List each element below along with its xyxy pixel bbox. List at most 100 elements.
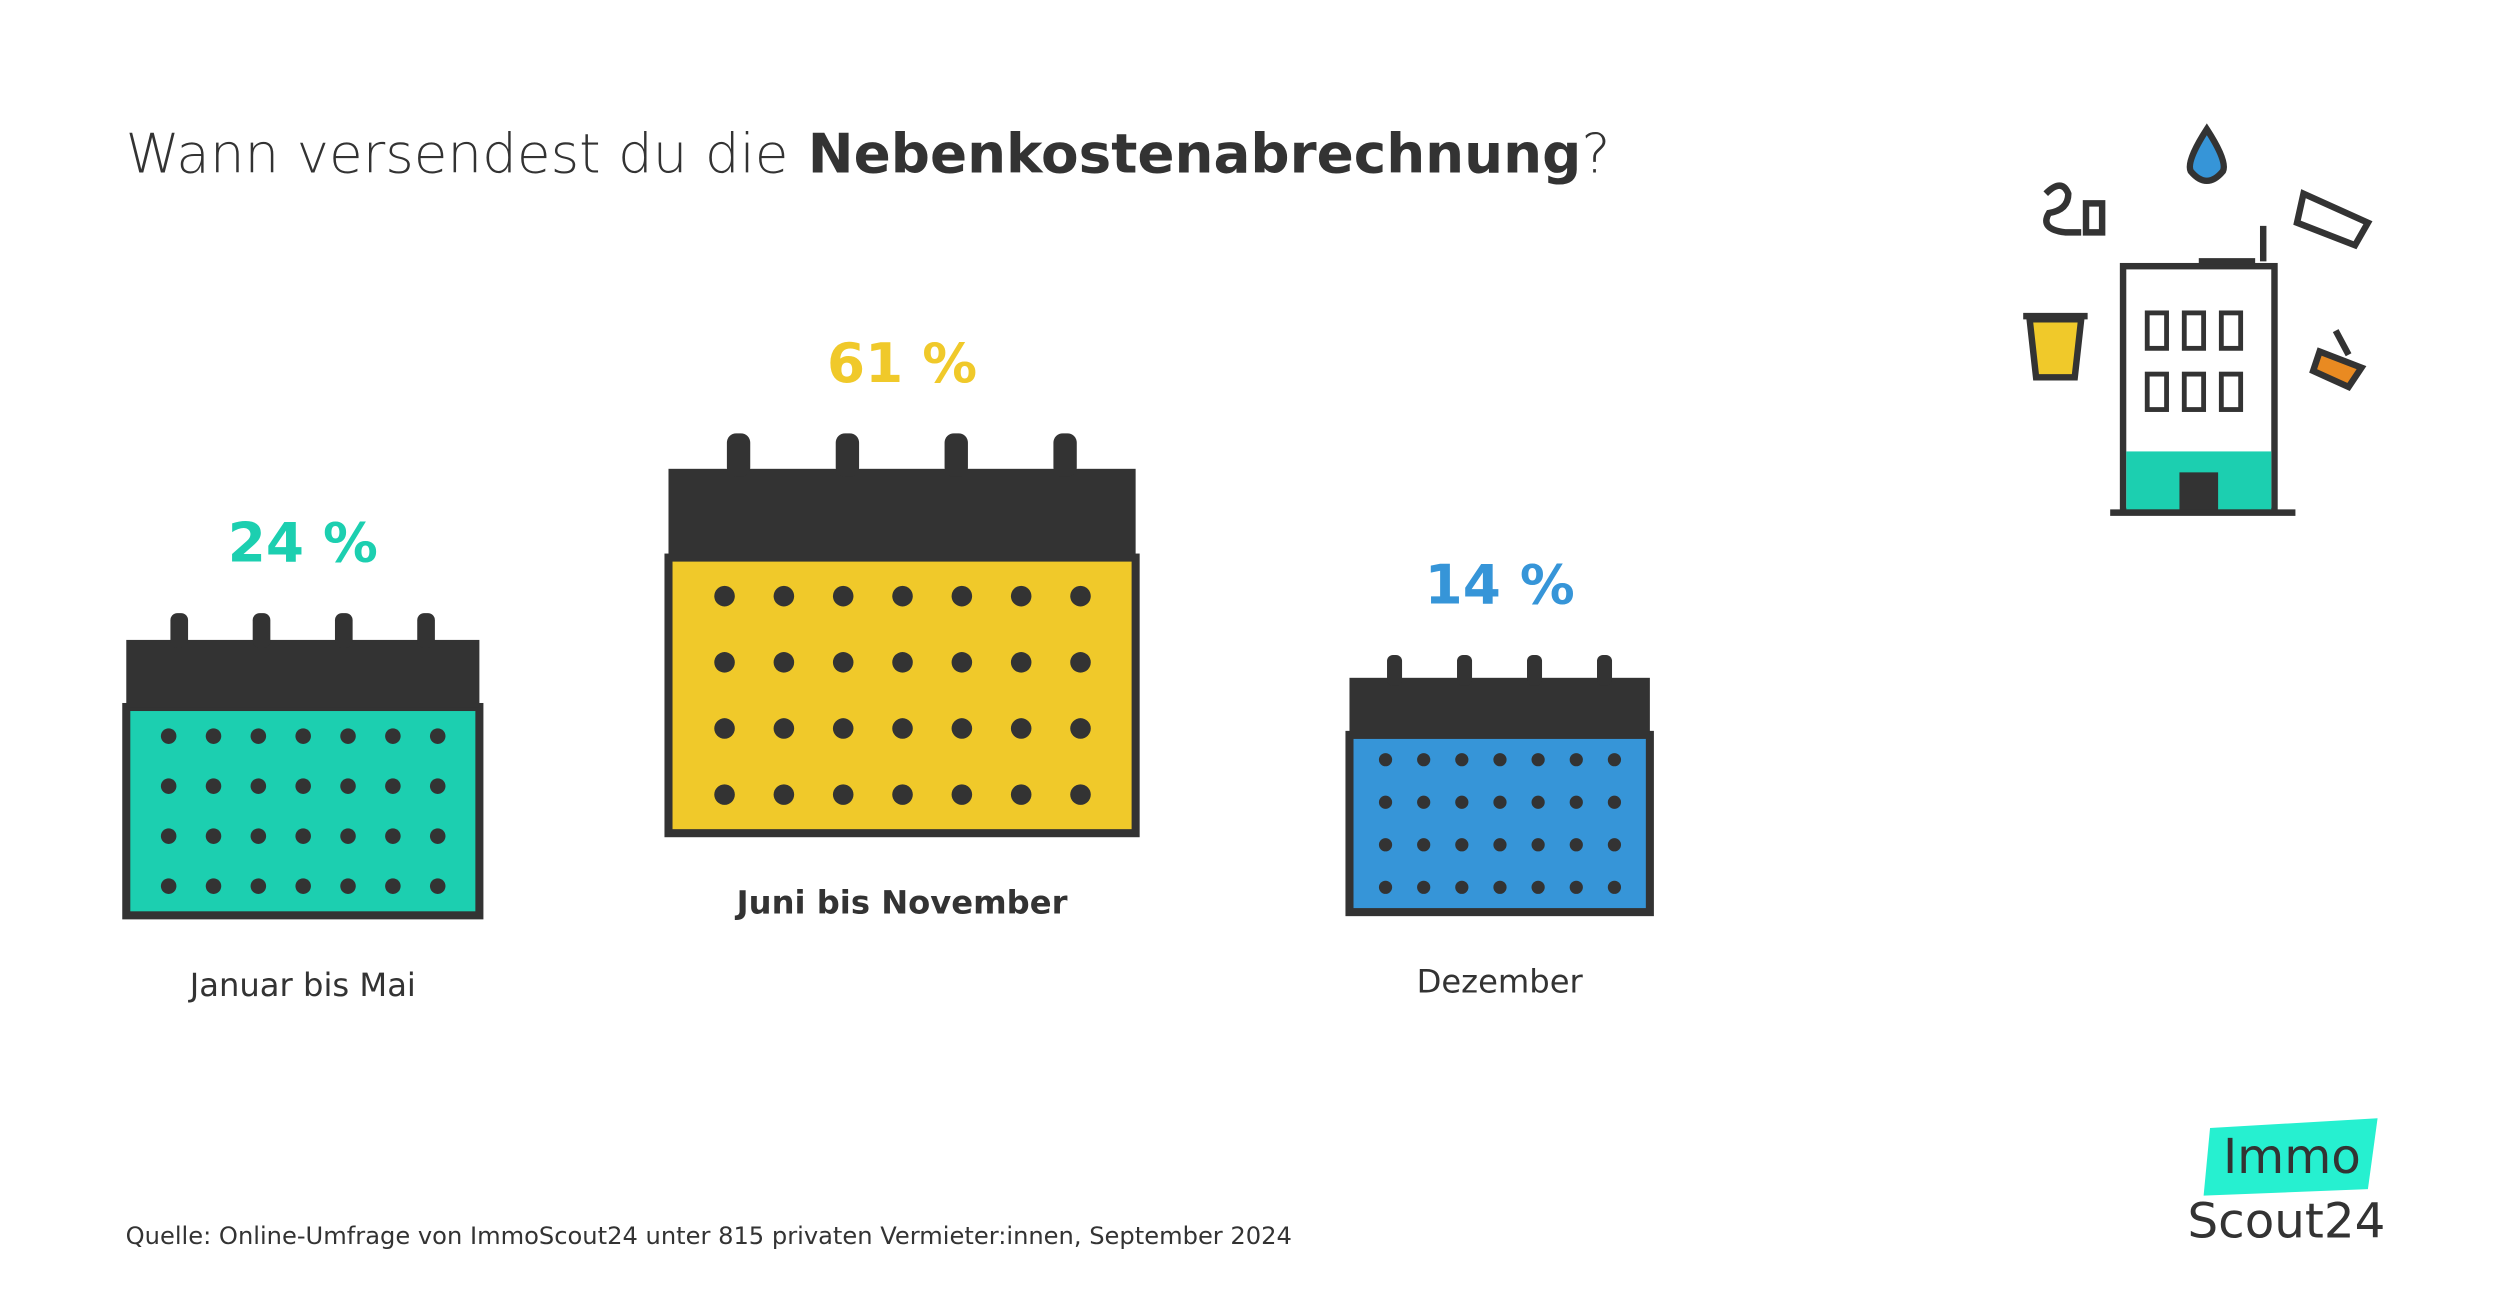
title-part: Wann versendest du die [126,122,789,186]
calendar-dot [250,828,267,844]
calendar-dot [1531,795,1545,809]
calendar-dot [773,718,795,739]
calendar-dot [1010,784,1032,805]
calendar-dot [385,878,401,894]
calendar-tab [417,613,435,648]
calendar-dot [1010,652,1032,673]
calendar-dot [1493,753,1507,767]
calendar-dot [205,728,222,744]
calendar-dot [385,728,401,744]
calendar-dot [160,778,177,794]
calendar-dot [892,718,913,739]
calendar-tab [835,433,860,477]
calendar-dot [1569,753,1583,767]
category-label: Dezember [1417,963,1584,1001]
calendar-dot [295,878,311,894]
calendar-dot [1569,838,1583,852]
calendar-tab [252,613,271,648]
calendar-dot [1378,795,1393,809]
calendar-dot [160,728,177,744]
calendar-dot [1455,838,1469,852]
calendar-dot [385,828,401,844]
calendar-dot [714,784,735,805]
calendar-dot [250,878,267,894]
calendar-tab [1597,654,1613,686]
calendar-dot [1010,585,1032,607]
calendar-dot [205,878,222,894]
calendar-dot [250,778,267,794]
value-label: 61 % [827,331,977,395]
logo-text: Scout24 [2188,1194,2386,1250]
calendar-dot [250,728,267,744]
calendar-tab [1457,654,1473,686]
calendar-dot [1417,753,1431,767]
calendar-dot [340,828,356,844]
calendar-header [668,468,1136,558]
calendar-dot [160,828,177,844]
calendar-dot [1378,838,1393,852]
calendar-dot [773,652,795,673]
calendar-dot [951,718,973,739]
chart-title: Wann versendest du die Nebenkostenabrechn… [126,122,1611,186]
value-label: 14 % [1425,552,1575,616]
calendar-dot [1378,880,1393,894]
calendar-dot [1455,753,1469,767]
calendar-dot [385,778,401,794]
calendar-dot [340,878,356,894]
logo-shape [2203,1118,2378,1196]
calendar-dot [714,718,735,739]
calendar-dot [1493,838,1507,852]
category-label: Juni bis November [735,884,1068,922]
calendar-dot [1607,880,1622,894]
calendar-tab [1053,433,1077,477]
calendar [664,433,1140,838]
calendar-dot [295,778,311,794]
calendar [1345,654,1654,917]
calendar-dot [1417,838,1431,852]
calendar-dot [295,728,311,744]
calendar-dot [832,784,854,805]
calendar-tab [1527,654,1543,686]
calendar-dot [951,652,973,673]
calendar-dot [892,652,913,673]
calendar-dot [429,778,446,794]
calendar-dot [832,652,854,673]
value-label: 24 % [228,511,378,575]
calendar-dot [295,828,311,844]
calendar-dot [1455,880,1469,894]
calendar-header [1349,677,1650,735]
calendar-dot [892,585,913,607]
calendar-tab [944,433,968,477]
category-label: Januar bis Mai [188,966,416,1004]
calendar-dot [892,784,913,805]
calendar-tab [170,613,189,648]
calendar-dot [1493,880,1507,894]
calendar-dot [340,728,356,744]
source: Quelle: Online-Umfrage von ImmoScout24 u… [126,1222,1292,1250]
calendar-dot [714,652,735,673]
calendar-dot [1607,795,1622,809]
calendar-dot [773,585,795,607]
calendar-dot [1531,880,1545,894]
calendar-dot [951,784,973,805]
calendar-dot [340,778,356,794]
calendar-dot [1417,880,1431,894]
calendar-dot [714,585,735,607]
calendar-dot [1569,880,1583,894]
calendar-dot [1607,838,1622,852]
calendar-dot [1531,753,1545,767]
calendar-dot [1417,795,1431,809]
calendar-dot [1070,718,1091,739]
building-icon [2023,123,2373,516]
calendar-dot [205,828,222,844]
calendar-dot [1493,795,1507,809]
calendar-dot [160,878,177,894]
calendar-tab [1387,654,1403,686]
calendar-dot [1607,753,1622,767]
logo-text: Immo [2223,1129,2361,1185]
calendar-header [126,639,480,708]
calendar-tab [334,613,353,648]
calendar-dot [1070,585,1091,607]
calendar-dot [1455,795,1469,809]
